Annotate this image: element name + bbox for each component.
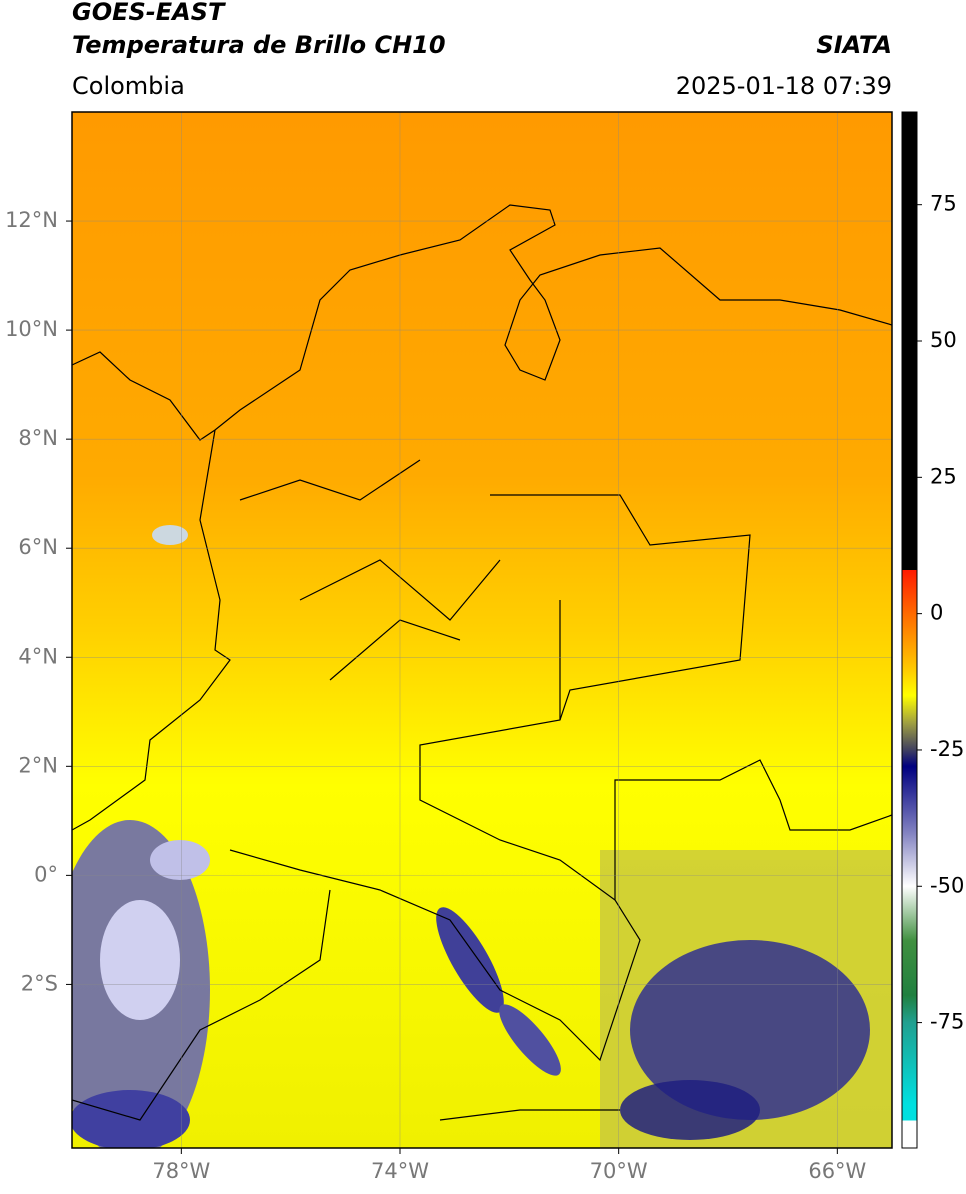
map-image — [72, 112, 892, 1148]
map-frame — [71, 111, 893, 1149]
x-tick-label: 78°W — [152, 1159, 210, 1183]
colorbar-tick-label: 50 — [930, 328, 957, 352]
x-tick-label: 74°W — [371, 1159, 429, 1183]
colorbar-tick-label: 0 — [930, 601, 943, 625]
x-tick-label: 70°W — [590, 1159, 648, 1183]
datetime: 2025-01-18 07:39 — [676, 72, 892, 100]
boundaries — [72, 204, 892, 1121]
y-tick-label: 6°N — [18, 535, 58, 559]
region: Colombia — [72, 72, 185, 100]
colorbar-tick-label: -25 — [930, 737, 964, 761]
colorbar-tick-label: -75 — [930, 1010, 964, 1034]
y-tick-label: 4°N — [18, 644, 58, 668]
colorbar — [901, 111, 918, 1149]
y-tick-label: 10°N — [5, 317, 58, 341]
colorbar-tick-label: -50 — [930, 873, 964, 897]
y-tick-label: 0° — [34, 862, 58, 886]
colorbar-tick-label: 25 — [930, 464, 957, 488]
y-tick-label: 8°N — [18, 426, 58, 450]
colorbar-tick-label: 75 — [930, 192, 957, 216]
title: GOES-EAST — [72, 0, 226, 26]
subtitle: Temperatura de Brillo CH10 — [72, 31, 446, 59]
grid — [72, 112, 892, 1148]
y-tick-label: 12°N — [5, 208, 58, 232]
y-tick-label: 2°N — [18, 753, 58, 777]
source: SIATA — [816, 31, 892, 59]
y-tick-label: 2°S — [21, 971, 58, 995]
x-tick-label: 66°W — [808, 1159, 866, 1183]
